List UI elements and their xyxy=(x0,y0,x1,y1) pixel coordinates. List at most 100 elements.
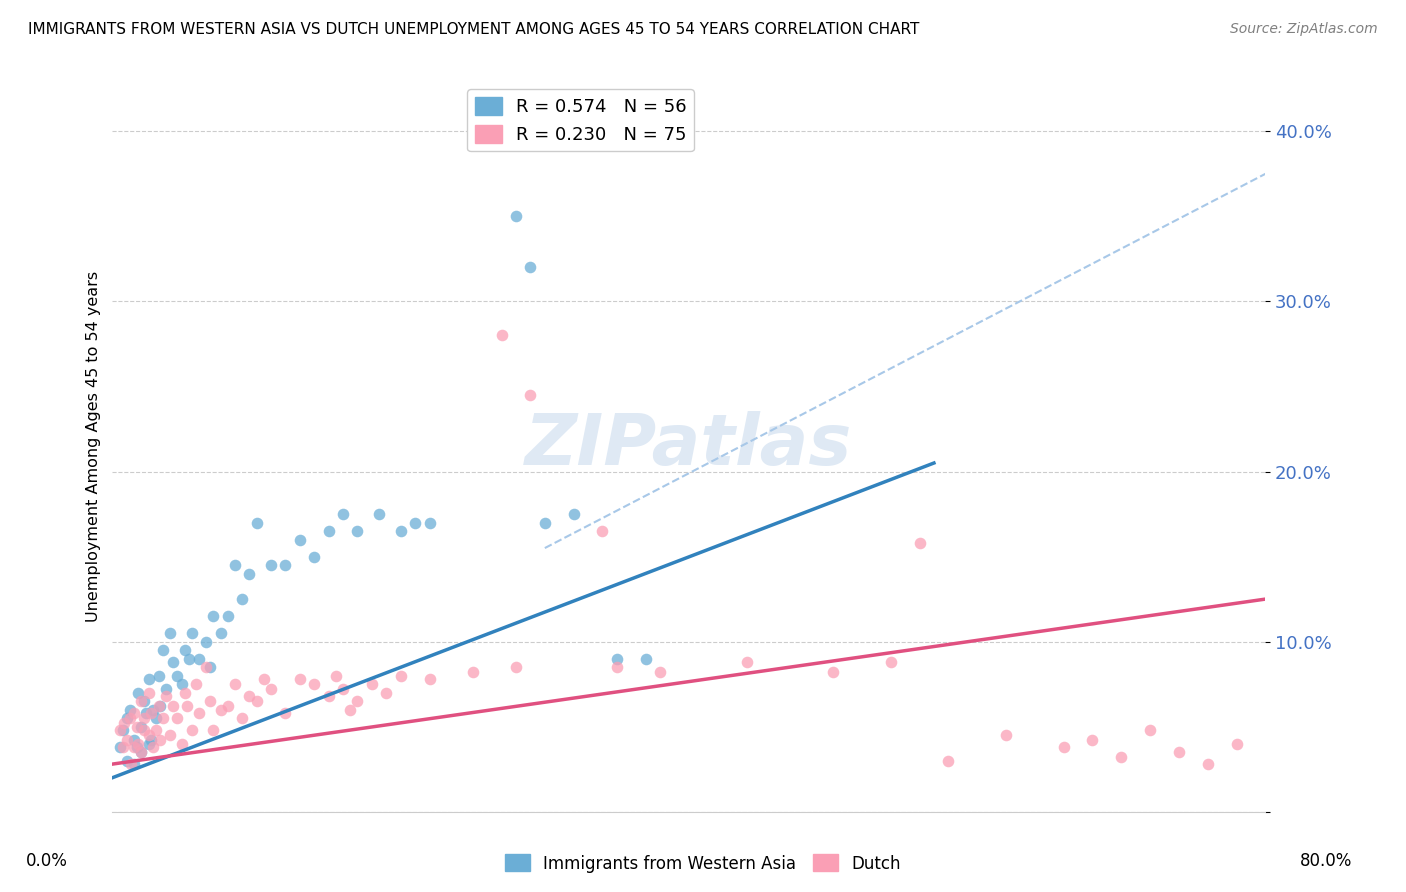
Point xyxy=(122,706,145,720)
Point xyxy=(118,711,141,725)
Point xyxy=(288,672,311,686)
Point xyxy=(368,507,391,521)
Point xyxy=(304,677,326,691)
Point xyxy=(176,699,198,714)
Point xyxy=(152,643,174,657)
Point xyxy=(166,668,188,682)
Point xyxy=(141,706,163,720)
Point xyxy=(170,737,193,751)
Point xyxy=(318,689,340,703)
Point xyxy=(209,703,232,717)
Point xyxy=(936,754,959,768)
Text: IMMIGRANTS FROM WESTERN ASIA VS DUTCH UNEMPLOYMENT AMONG AGES 45 TO 54 YEARS COR: IMMIGRANTS FROM WESTERN ASIA VS DUTCH UN… xyxy=(28,22,920,37)
Point xyxy=(155,689,177,703)
Point xyxy=(650,665,672,680)
Point xyxy=(908,536,931,550)
Point xyxy=(138,728,160,742)
Point xyxy=(145,711,167,725)
Point xyxy=(419,516,441,530)
Point xyxy=(148,668,170,682)
Point xyxy=(238,566,260,581)
Point xyxy=(238,689,260,703)
Point xyxy=(134,723,156,737)
Point xyxy=(135,706,157,720)
Point xyxy=(145,723,167,737)
Point xyxy=(404,516,426,530)
Point xyxy=(149,733,172,747)
Point xyxy=(129,745,153,759)
Point xyxy=(880,655,903,669)
Point xyxy=(419,672,441,686)
Point xyxy=(138,672,160,686)
Point xyxy=(120,757,142,772)
Point xyxy=(138,737,160,751)
Point xyxy=(1081,733,1104,747)
Point xyxy=(162,699,184,714)
Point xyxy=(519,388,541,402)
Point xyxy=(129,745,153,759)
Point xyxy=(159,728,181,742)
Point xyxy=(115,733,138,747)
Point xyxy=(122,740,145,755)
Point xyxy=(188,706,211,720)
Point xyxy=(180,626,202,640)
Point xyxy=(1167,745,1189,759)
Text: 0.0%: 0.0% xyxy=(25,852,67,870)
Point xyxy=(606,660,628,674)
Point xyxy=(200,694,222,708)
Point xyxy=(127,737,149,751)
Point xyxy=(505,210,527,224)
Point xyxy=(325,668,347,682)
Point xyxy=(606,651,628,665)
Point xyxy=(519,260,541,275)
Point xyxy=(288,533,311,547)
Legend: Immigrants from Western Asia, Dutch: Immigrants from Western Asia, Dutch xyxy=(498,847,908,880)
Point xyxy=(118,703,141,717)
Point xyxy=(224,677,246,691)
Point xyxy=(224,558,246,572)
Point xyxy=(195,634,218,648)
Point xyxy=(1226,737,1249,751)
Point xyxy=(177,651,200,665)
Point xyxy=(170,677,193,691)
Point xyxy=(375,686,398,700)
Point xyxy=(389,668,412,682)
Point xyxy=(318,524,340,538)
Point xyxy=(129,694,153,708)
Point xyxy=(274,706,297,720)
Text: 80.0%: 80.0% xyxy=(1299,852,1353,870)
Point xyxy=(1197,757,1219,772)
Point xyxy=(149,699,172,714)
Point xyxy=(142,740,165,755)
Point xyxy=(200,660,222,674)
Legend: R = 0.574   N = 56, R = 0.230   N = 75: R = 0.574 N = 56, R = 0.230 N = 75 xyxy=(467,89,695,152)
Point xyxy=(505,660,527,674)
Point xyxy=(111,740,134,755)
Point xyxy=(162,655,184,669)
Point xyxy=(195,660,218,674)
Point xyxy=(304,549,326,564)
Point xyxy=(231,592,253,607)
Point xyxy=(217,609,239,624)
Point xyxy=(491,328,513,343)
Point xyxy=(735,655,758,669)
Point xyxy=(129,720,153,734)
Point xyxy=(260,558,283,572)
Point xyxy=(461,665,484,680)
Point xyxy=(108,723,131,737)
Point xyxy=(1139,723,1161,737)
Point xyxy=(138,686,160,700)
Point xyxy=(122,733,145,747)
Y-axis label: Unemployment Among Ages 45 to 54 years: Unemployment Among Ages 45 to 54 years xyxy=(86,270,101,622)
Point xyxy=(346,524,368,538)
Point xyxy=(634,651,657,665)
Point xyxy=(173,686,195,700)
Point xyxy=(534,516,557,530)
Point xyxy=(188,651,211,665)
Point xyxy=(346,694,368,708)
Point xyxy=(332,507,354,521)
Point xyxy=(115,754,138,768)
Point xyxy=(339,703,361,717)
Point xyxy=(332,682,354,697)
Point xyxy=(1111,750,1133,764)
